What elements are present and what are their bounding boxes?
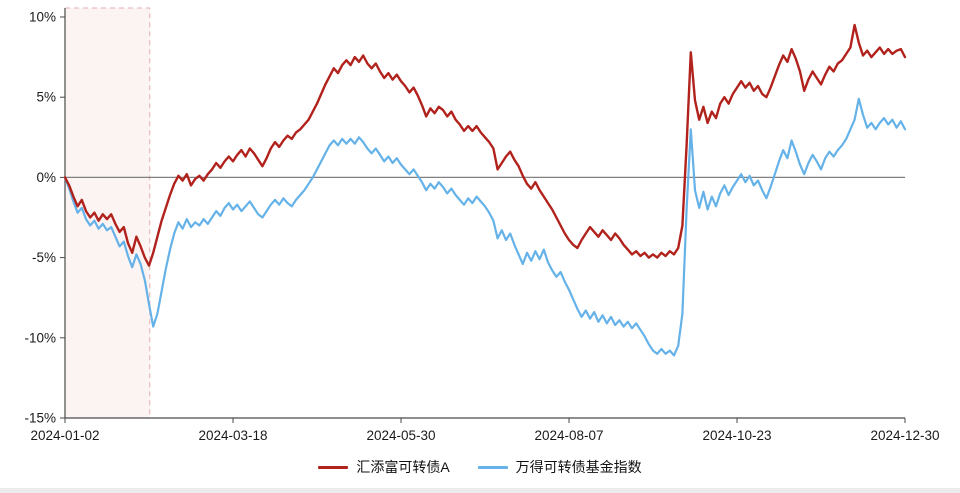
x-tick-label: 2024-01-02 [30, 428, 99, 443]
x-tick-label: 2024-10-23 [702, 428, 771, 443]
x-tick-label: 2024-12-30 [870, 428, 939, 443]
series-line-0 [63, 23, 907, 267]
legend-item-huitianfu-fund[interactable]: 汇添富可转债A [318, 457, 450, 477]
x-tick-label: 2024-08-07 [534, 428, 603, 443]
y-tick-label: 10% [29, 10, 56, 25]
series-line-1 [63, 97, 907, 357]
legend-item-wind-index[interactable]: 万得可转债基金指数 [477, 457, 642, 477]
highlight-region [64, 7, 151, 419]
x-tick-label: 2024-03-18 [198, 428, 267, 443]
page-bottom-strip [0, 488, 960, 493]
legend-label-huitianfu-fund: 汇添富可转债A [356, 459, 450, 475]
legend-blue-line-swatch [477, 465, 508, 469]
legend-red-line-swatch [318, 465, 349, 469]
y-tick-label: 0% [36, 170, 56, 185]
legend-label-wind-index: 万得可转债基金指数 [515, 459, 642, 475]
y-tick-label: -15% [24, 411, 56, 426]
x-tick-label: 2024-05-30 [366, 428, 435, 443]
y-tick-label: 5% [36, 90, 56, 105]
line-chart-canvas: 10% 5% 0% -5% -10% -15% 2024-01-02 2024-03-18 20… [24, 7, 940, 443]
y-tick-label: -10% [24, 330, 56, 345]
chart-legend: 汇添富可转债A 万得可转债基金指数 [0, 457, 960, 477]
y-tick-label: -5% [32, 250, 56, 265]
